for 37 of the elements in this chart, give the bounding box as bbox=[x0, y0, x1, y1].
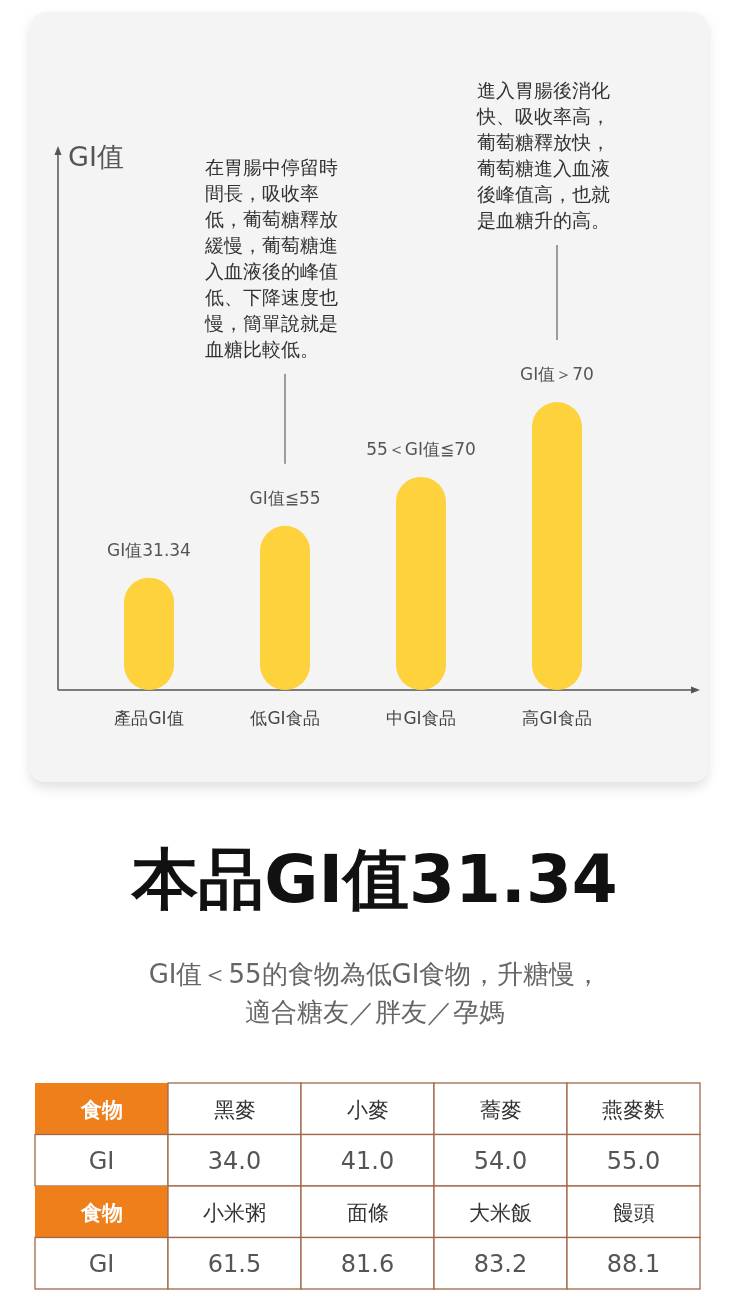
text: 83.2 bbox=[473, 1250, 528, 1279]
text: 41.0 bbox=[340, 1147, 395, 1176]
text: 食物 bbox=[80, 1200, 123, 1225]
text: GI bbox=[88, 1147, 115, 1176]
bar bbox=[396, 476, 446, 690]
text: 食物 bbox=[79, 1097, 123, 1122]
text: 34.0 bbox=[207, 1147, 262, 1176]
text: 88.1 bbox=[606, 1250, 661, 1279]
text: GI值＞70 bbox=[520, 364, 594, 384]
category-label: 黑麥 bbox=[213, 1097, 256, 1122]
annotation: GI值31.34 bbox=[107, 539, 191, 560]
text: 進入胃腸後消化快、吸收率高，葡萄糖釋放快，葡萄糖進入血液後峰值高，也就是血糖升的高。 bbox=[477, 78, 611, 233]
x-tick-label: 低GI食品 bbox=[250, 708, 320, 728]
category-label: 面條 bbox=[346, 1200, 389, 1225]
category-label: 燕麥麩 bbox=[602, 1097, 665, 1122]
text: 本品GI值31.34 bbox=[130, 840, 619, 920]
text: 在胃腸中停留時間長，吸收率低，葡萄糖釋放緩慢，葡萄糖進入血液後的峰值低、下降速度也慢，簡單說就是血糖比較低。 bbox=[205, 154, 339, 362]
y-axis-title: GI值 bbox=[68, 141, 124, 172]
x-tick-label: 產品GI值 bbox=[114, 708, 184, 728]
x-tick-label: 中GI食品 bbox=[386, 708, 456, 728]
bar bbox=[260, 525, 310, 690]
text: GI值＜55的食物為低GI食物，升糖慢，適合糖友／胖友／孕媽 bbox=[147, 958, 603, 1029]
text: 61.5 bbox=[207, 1250, 262, 1279]
x-tick-label: 高GI食品 bbox=[522, 708, 592, 728]
annotation: GI值≦55 bbox=[249, 487, 321, 508]
text: GI bbox=[88, 1250, 115, 1279]
category-label: 大米飯 bbox=[469, 1200, 532, 1225]
category-label: 饅頭 bbox=[612, 1200, 655, 1225]
text: 81.6 bbox=[340, 1250, 395, 1279]
category-label: 小麥 bbox=[346, 1097, 389, 1122]
category-label: 蕎麥 bbox=[479, 1097, 522, 1122]
text: 54.0 bbox=[473, 1147, 528, 1176]
text: 55.0 bbox=[606, 1147, 661, 1176]
category-label: 小米粥 bbox=[203, 1200, 266, 1225]
annotation: 55＜GI值≦70 bbox=[366, 438, 476, 459]
bar bbox=[124, 577, 174, 690]
bar bbox=[532, 402, 582, 690]
